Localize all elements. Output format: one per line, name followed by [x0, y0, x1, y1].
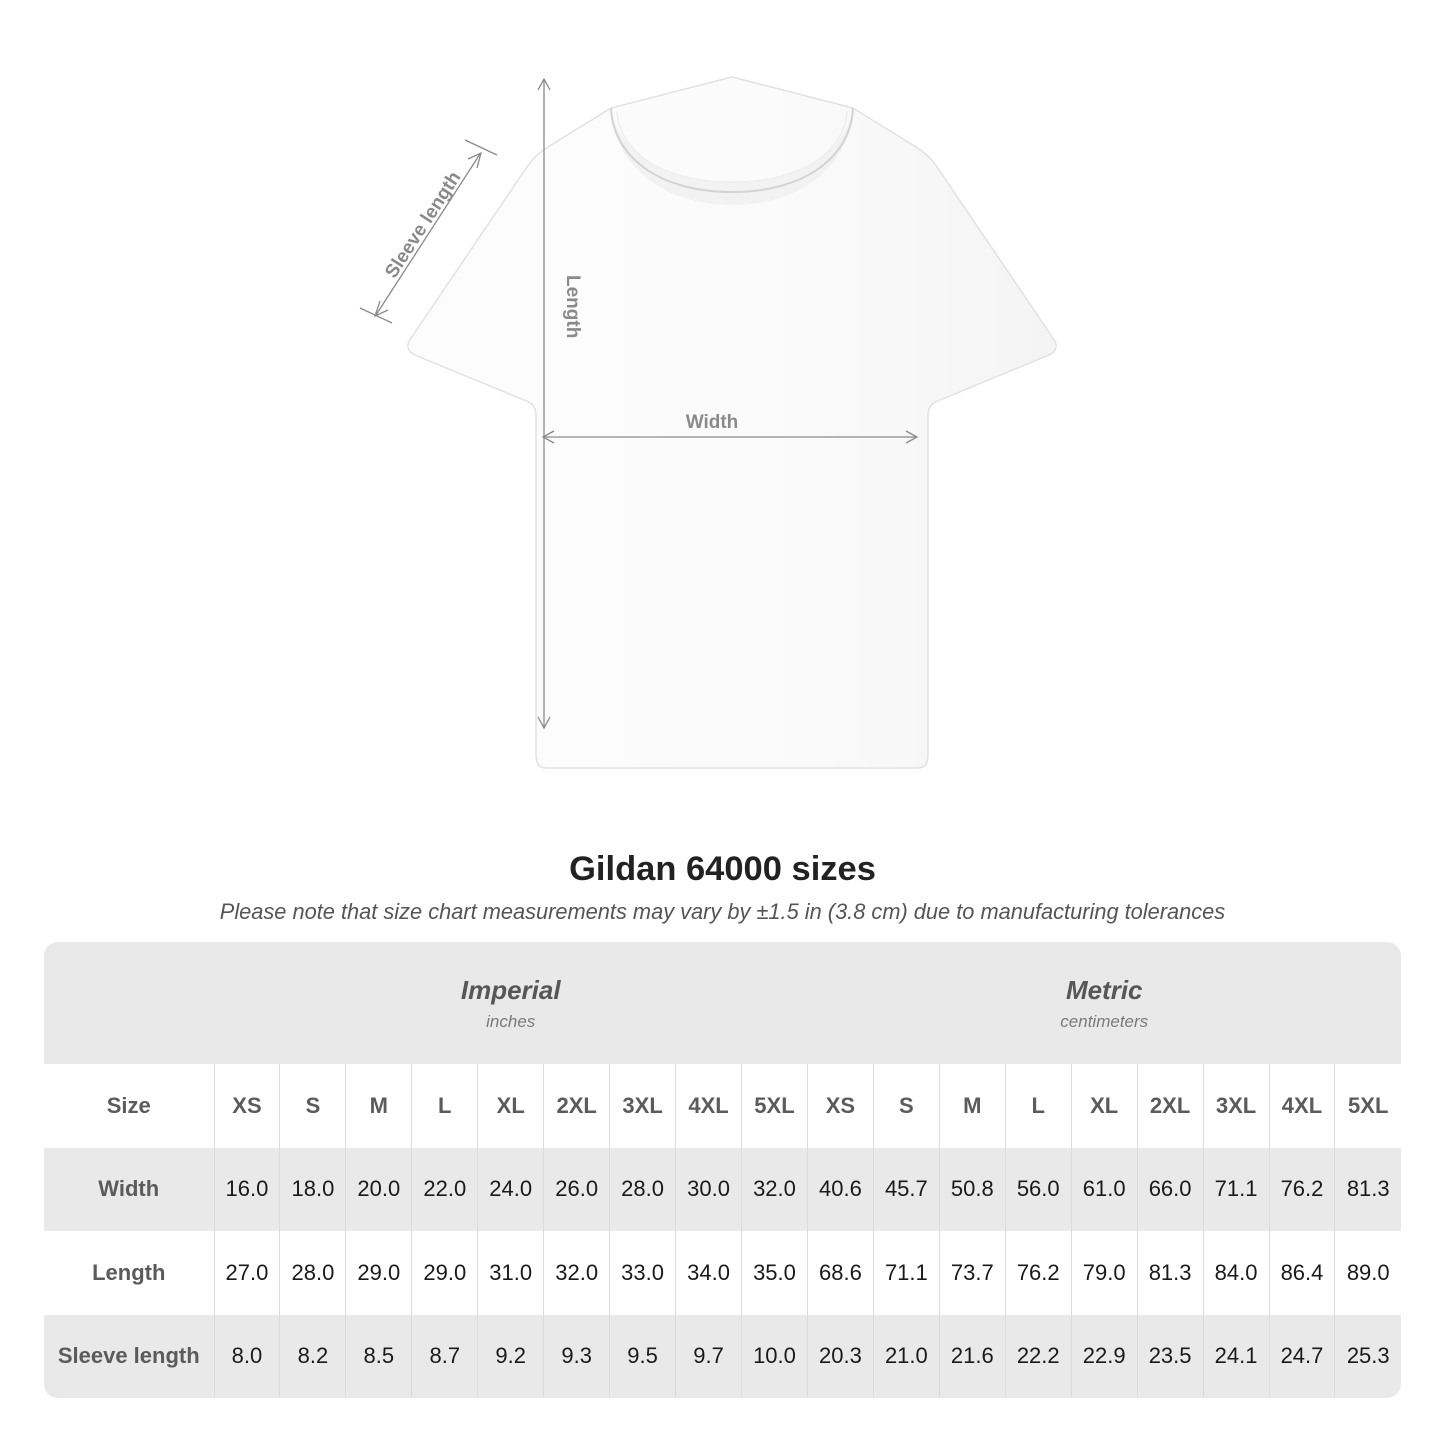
svg-text:Sleeve length: Sleeve length [381, 168, 465, 282]
svg-text:Width: Width [686, 412, 739, 433]
svg-text:Length: Length [562, 275, 583, 338]
